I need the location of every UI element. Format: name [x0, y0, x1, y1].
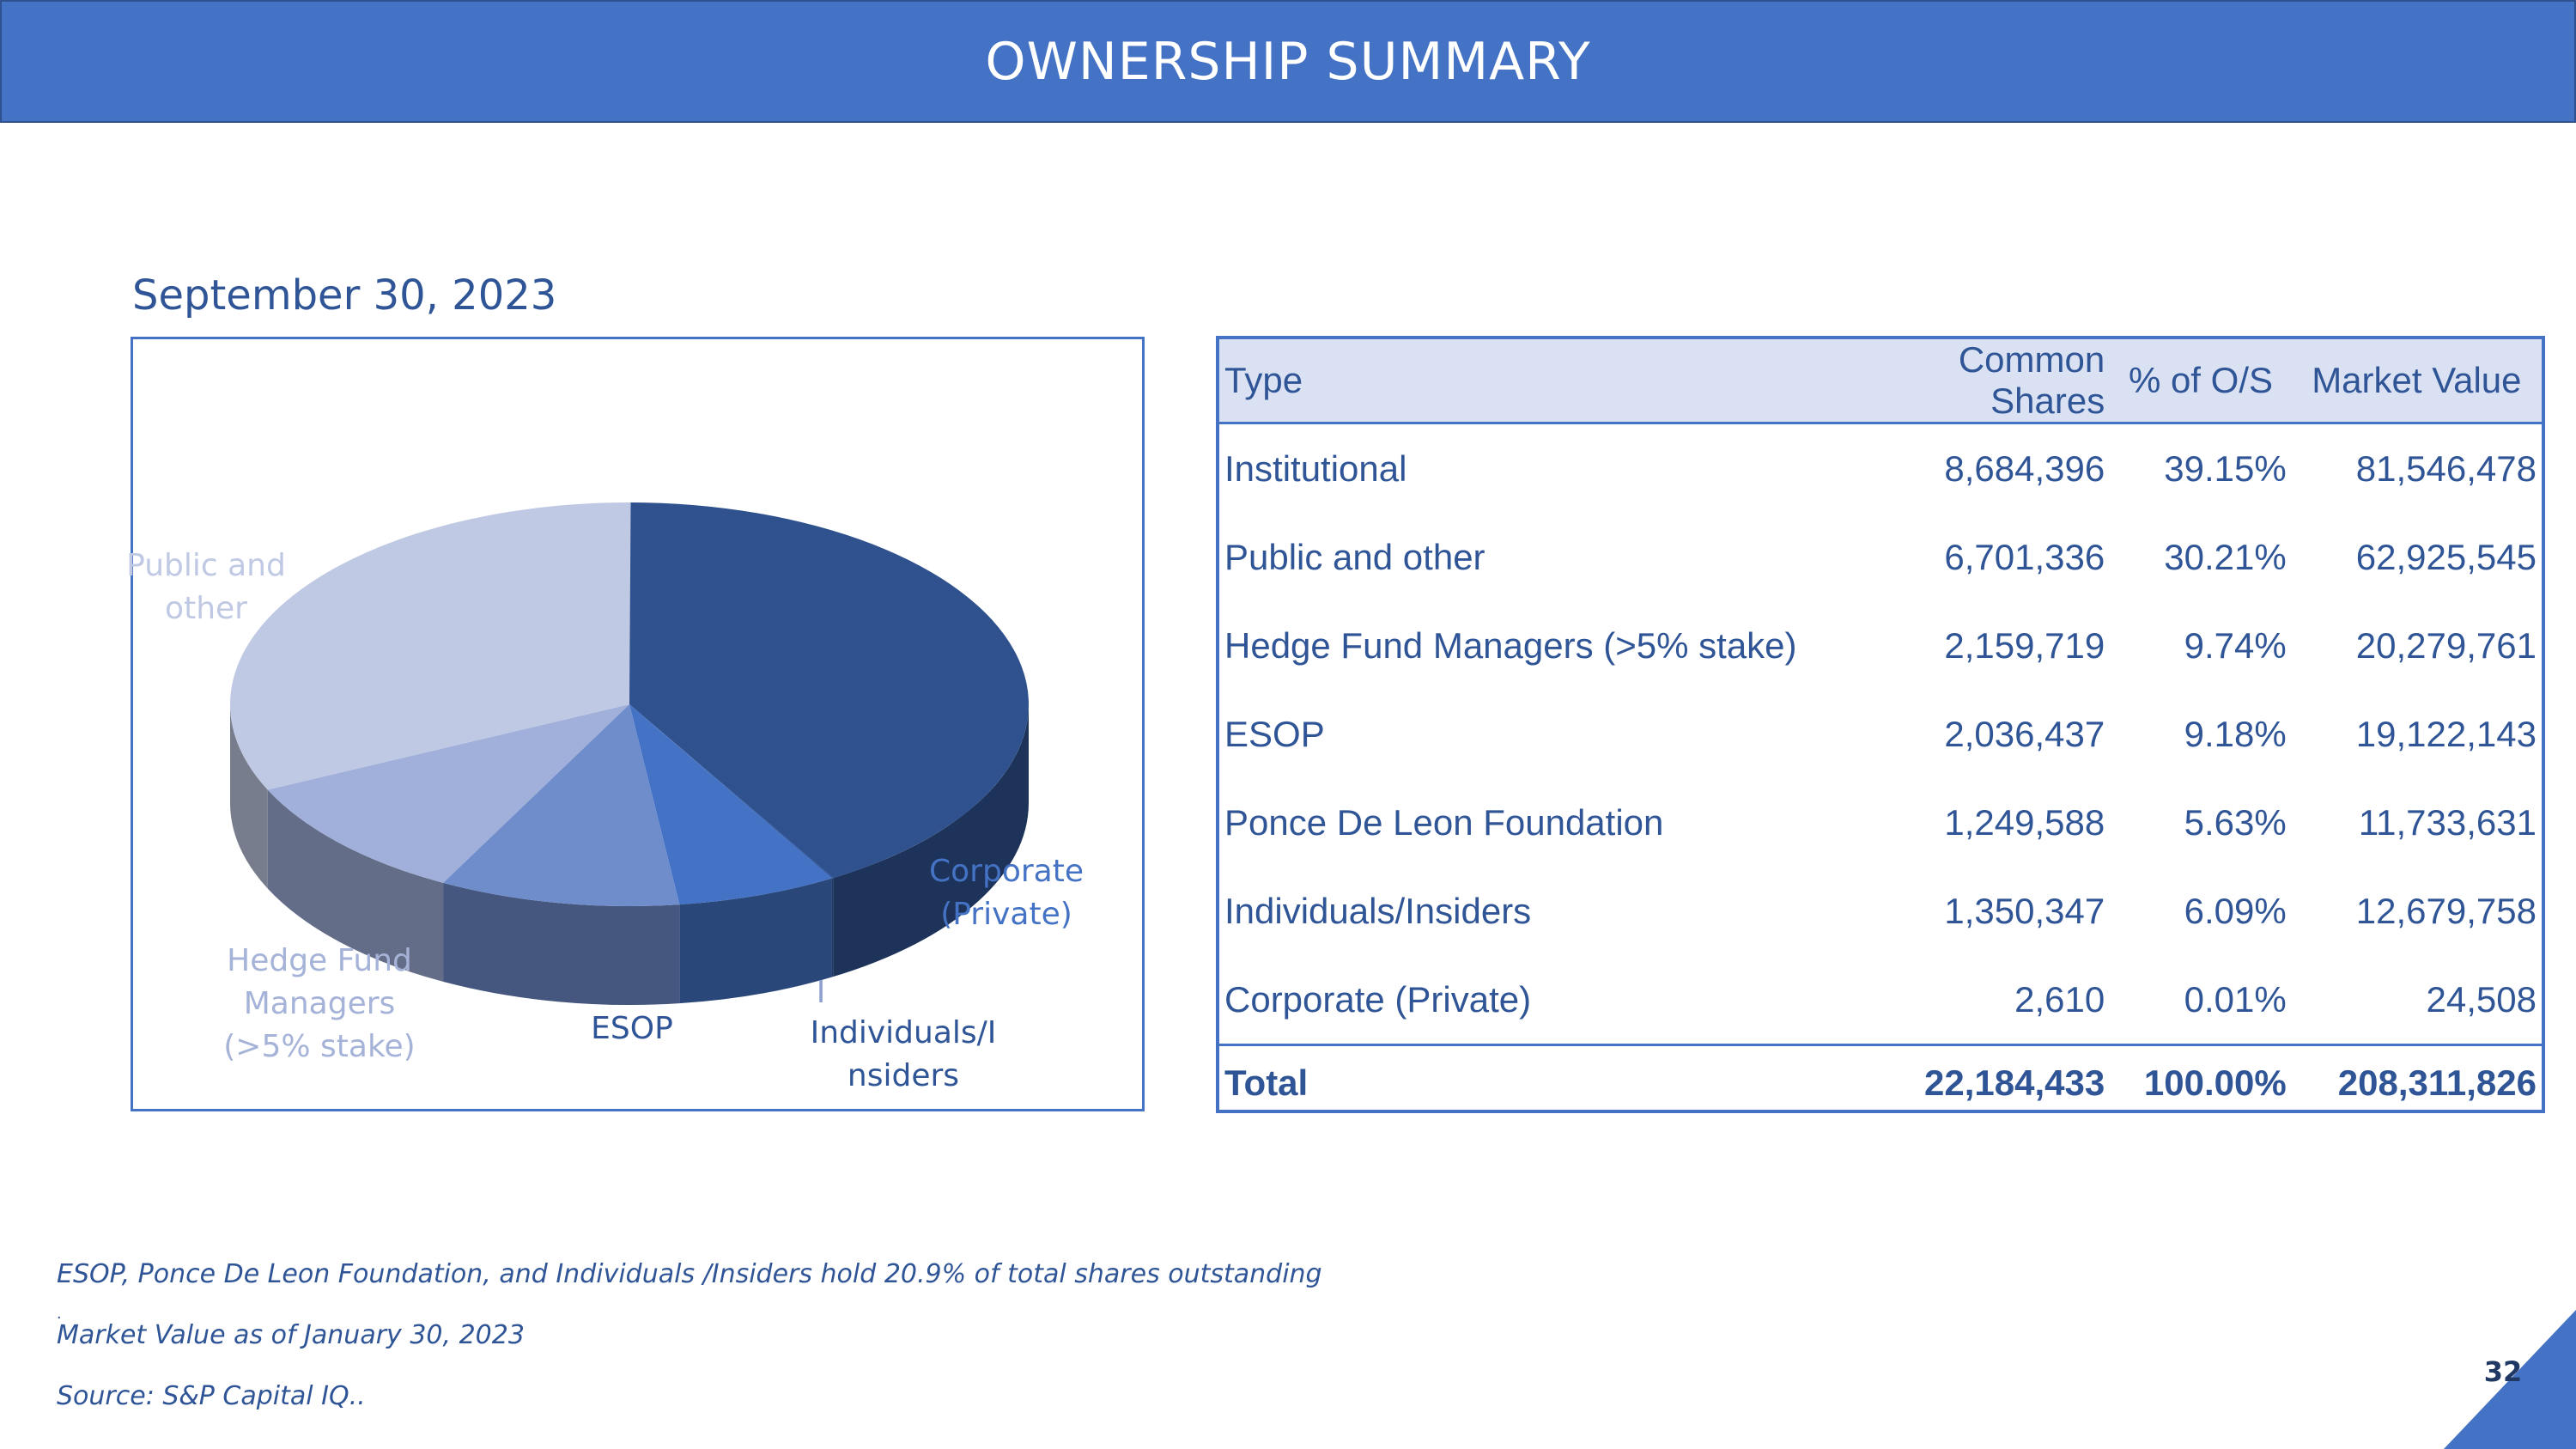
- label-hedge-fund: Hedge Fund Managers (>5% stake): [223, 943, 415, 1064]
- cell-type: Hedge Fund Managers (>5% stake): [1224, 624, 1797, 666]
- cell-pct: 100.00%: [2110, 1044, 2292, 1120]
- table-total-row: Total 22,184,433 100.00% 208,311,826: [1219, 1044, 2542, 1120]
- cell-pct: 0.01%: [2184, 978, 2287, 1020]
- header-bar: OWNERSHIP SUMMARY: [0, 0, 2576, 123]
- cell-shares: 22,184,433: [1843, 1044, 2111, 1120]
- col-header-market-value: Market Value: [2291, 339, 2542, 424]
- footnote-market-value: Market Value as of January 30, 2023: [57, 1320, 525, 1350]
- cell-market-value: 208,311,826: [2291, 1044, 2542, 1120]
- pie-slice-hedge-fund-managers-5-stake-: [267, 704, 629, 883]
- pie-top: [229, 502, 1030, 907]
- pie-side-esop: [443, 882, 680, 1006]
- cell-shares: 2,610: [2014, 978, 2105, 1020]
- col-header-pct: % of O/S: [2110, 339, 2292, 424]
- cell-market-value: 62,925,545: [2355, 536, 2537, 577]
- pie-side-public-and-other: [230, 704, 268, 889]
- cell-pct: 30.21%: [2164, 536, 2287, 577]
- cell-shares: 1,249,588: [1944, 801, 2105, 843]
- table-row: Corporate (Private) 2,610 0.01% 24,508: [1219, 955, 2542, 1045]
- chart-frame: [131, 337, 1145, 1111]
- table-row: Individuals/Insiders 1,350,347 6.09% 12,679…: [1219, 867, 2542, 955]
- cell-type: Public and other: [1224, 536, 1485, 577]
- table-row: Public and other 6,701,336 30.21% 62,925,54…: [1219, 513, 2542, 601]
- cell-shares: 1,350,347: [1944, 890, 2105, 931]
- cell-shares: 6,701,336: [1944, 536, 2105, 577]
- pie-side-individuals-insiders: [679, 878, 832, 1004]
- pie-side-hedge-fund-managers-5-stake-: [267, 789, 444, 982]
- cell-market-value: 81,546,478: [2355, 447, 2537, 489]
- cell-type: Total: [1219, 1044, 1844, 1120]
- pie-slice-institutional: [629, 502, 1030, 879]
- label-corporate-private: Corporate (Private): [929, 854, 1084, 932]
- cell-market-value: 11,733,631: [2358, 801, 2537, 843]
- ownership-table-frame: Type Common Shares % of O/S Market Value…: [1216, 336, 2545, 1120]
- footnote-dot: .: [57, 1304, 62, 1323]
- cell-shares: 8,684,396: [1944, 447, 2105, 489]
- cell-type: ESOP: [1224, 713, 1325, 754]
- cell-market-value: 19,122,143: [2355, 713, 2537, 754]
- footnote-source: Source: S&P Capital IQ..: [57, 1381, 366, 1411]
- cell-type: Corporate (Private): [1224, 978, 1532, 1020]
- cell-pct: 9.18%: [2184, 713, 2287, 754]
- cell-shares: 2,159,719: [1944, 624, 2105, 666]
- table-row: ESOP 2,036,437 9.18% 19,122,143: [1219, 690, 2542, 778]
- page-corner-triangle: [2444, 1310, 2576, 1449]
- cell-type: Institutional: [1224, 447, 1407, 489]
- cell-type: Ponce De Leon Foundation: [1224, 801, 1664, 843]
- cell-market-value: 20,279,761: [2355, 624, 2537, 666]
- cell-pct: 6.09%: [2184, 890, 2287, 931]
- pie-sides: [230, 704, 1029, 1006]
- label-esop: ESOP: [591, 1011, 673, 1046]
- pie-slice-esop: [443, 704, 680, 907]
- label-individuals-tick: I: [817, 975, 826, 1010]
- pie-slice-individuals-insiders: [629, 704, 832, 905]
- col-header-type: Type: [1219, 339, 1844, 424]
- pie-slice-corporate-private-: [629, 704, 834, 879]
- cell-market-value: 24,508: [2426, 978, 2537, 1020]
- cell-shares: 2,036,437: [1944, 713, 2105, 754]
- cell-pct: 39.15%: [2164, 447, 2287, 489]
- cell-type: Individuals/Insiders: [1224, 890, 1532, 931]
- pie-side-corporate-private-: [831, 878, 834, 977]
- pie-labels: Corporate (Private) I Individuals/I nsiders E…: [126, 548, 1084, 1093]
- cell-pct: 5.63%: [2184, 801, 2287, 843]
- label-public-other: Public and other: [126, 548, 286, 626]
- page-number: 32: [2483, 1355, 2523, 1388]
- table-header-row: Type Common Shares % of O/S Market Value: [1219, 339, 2542, 424]
- table-row: Institutional 8,684,396 39.15% 81,546,478: [1219, 423, 2542, 514]
- pie-side-institutional: [833, 704, 1029, 977]
- ownership-table: Type Common Shares % of O/S Market Value…: [1219, 339, 2542, 1120]
- table-row: Ponce De Leon Foundation 1,249,588 5.63% 11…: [1219, 778, 2542, 867]
- cell-market-value: 12,679,758: [2355, 890, 2537, 931]
- label-individuals-insiders: Individuals/I nsiders: [811, 1015, 997, 1093]
- cell-pct: 9.74%: [2184, 624, 2287, 666]
- col-header-shares: Common Shares: [1843, 339, 2111, 424]
- table-row: Hedge Fund Managers (>5% stake) 2,159,719…: [1219, 601, 2542, 690]
- page-title: OWNERSHIP SUMMARY: [985, 31, 1591, 92]
- footnote-holdings: ESOP, Ponce De Leon Foundation, and Indi…: [57, 1259, 1322, 1289]
- pie-slice-public-and-other: [229, 502, 631, 790]
- chart-title: September 30, 2023: [132, 271, 557, 320]
